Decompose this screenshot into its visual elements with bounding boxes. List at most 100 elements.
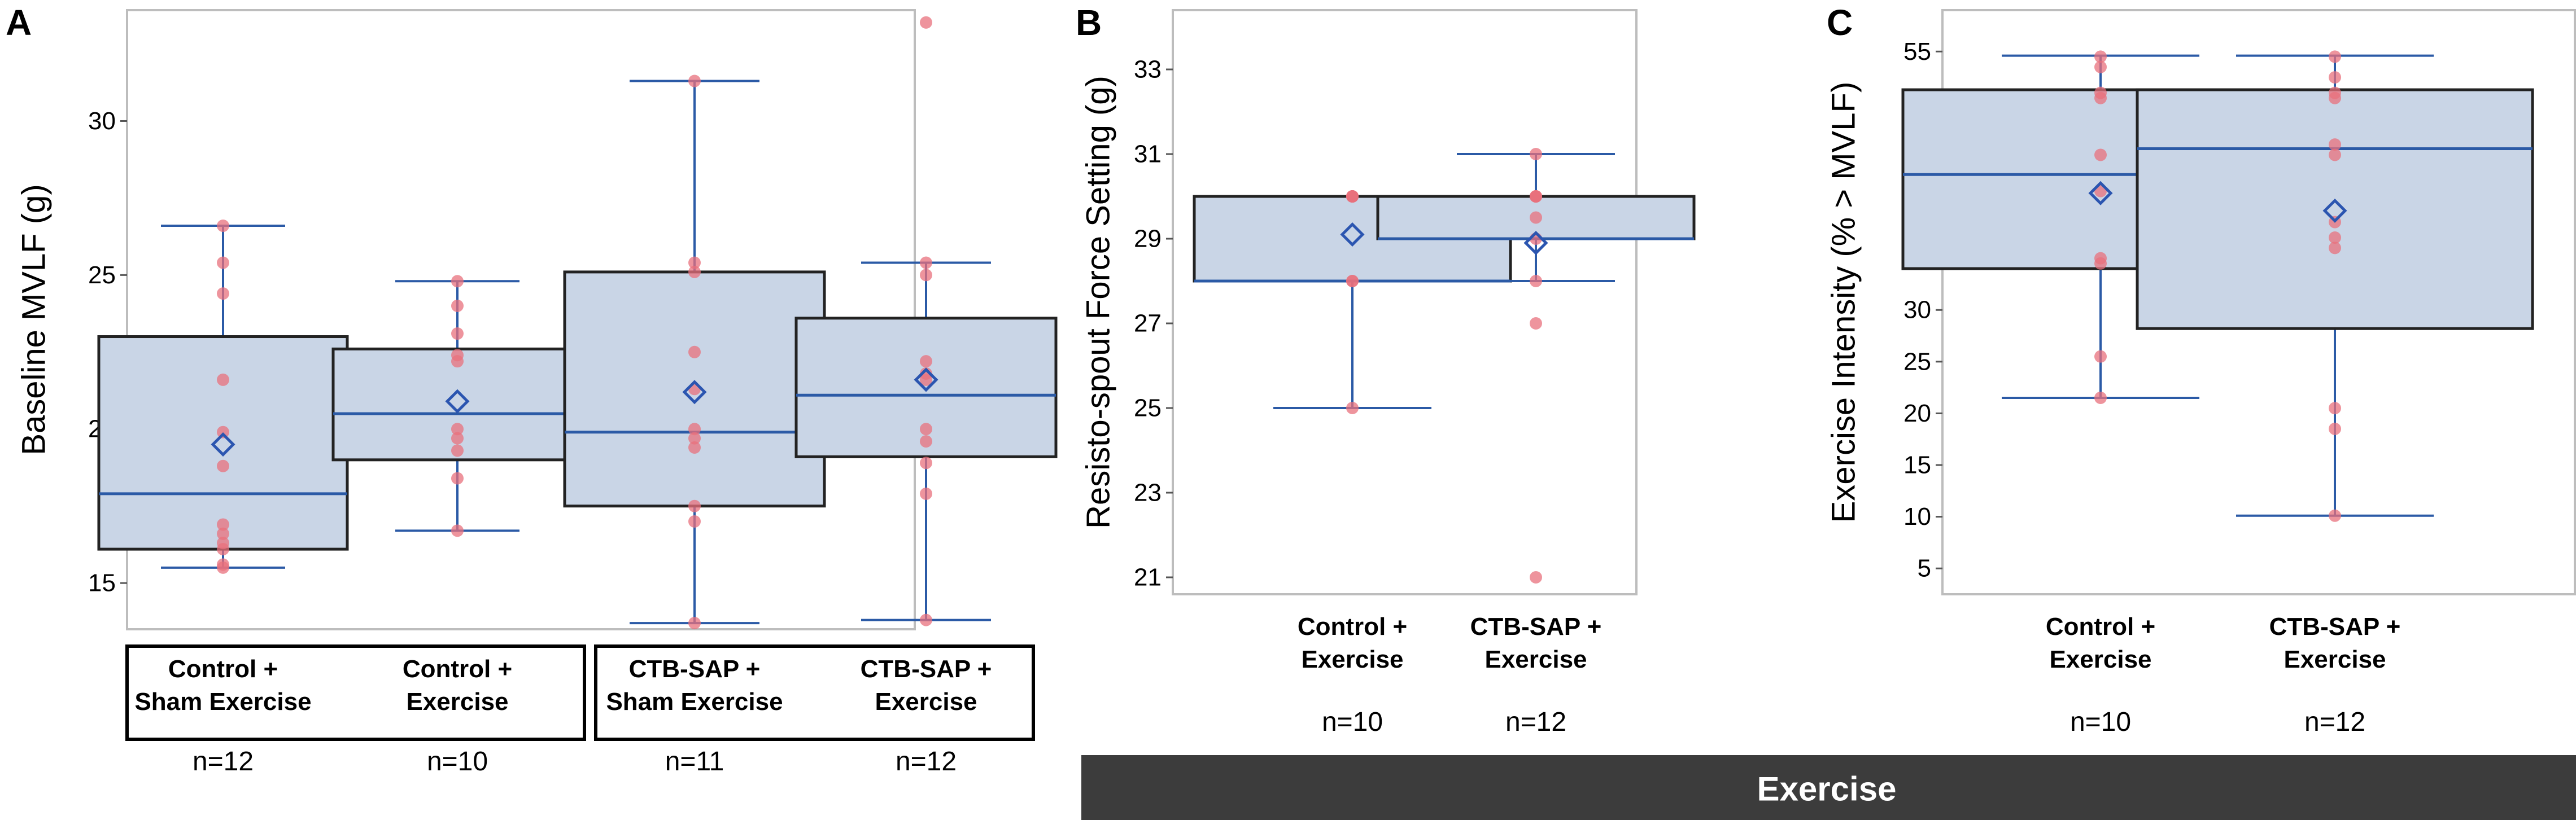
- y-tick-label: 31: [1134, 141, 1162, 168]
- data-point: [920, 423, 932, 436]
- y-tick-label: 15: [88, 569, 116, 597]
- data-point: [688, 423, 701, 436]
- mean-marker: [914, 367, 938, 392]
- data-point: [1346, 402, 1359, 414]
- y-axis-label: Exercise Intensity (% > MVLF): [1826, 82, 1862, 523]
- data-point: [2329, 148, 2341, 161]
- data-point: [451, 327, 464, 340]
- y-tick-label: 5: [1918, 555, 1931, 582]
- data-point: [920, 367, 932, 380]
- box-iqr: [2136, 88, 2534, 330]
- data-point: [1346, 190, 1359, 203]
- exercise-banner: [1081, 755, 2576, 820]
- data-point: [1530, 148, 1542, 160]
- box-group: [794, 16, 1058, 626]
- data-point: [2329, 402, 2341, 415]
- category-label-line1: Control +: [2046, 613, 2155, 641]
- data-point: [2094, 60, 2107, 73]
- data-point: [2329, 242, 2341, 255]
- data-point: [688, 74, 701, 87]
- data-point: [2329, 138, 2341, 151]
- data-point: [217, 518, 229, 531]
- box-group: [2136, 50, 2534, 522]
- data-point: [2094, 86, 2107, 99]
- category-label-line2: Exercise: [1301, 646, 1403, 673]
- mean-marker: [1340, 222, 1365, 247]
- y-axis-label: Resisto-spout Force Setting (g): [1080, 76, 1117, 529]
- data-point: [688, 345, 701, 358]
- data-point: [688, 499, 701, 512]
- box-group: [331, 275, 583, 537]
- data-point: [920, 457, 932, 470]
- sample-size-label: n=10: [1322, 707, 1383, 737]
- sample-size-label: n=12: [1505, 707, 1566, 737]
- data-point: [2094, 148, 2107, 161]
- category-label-line2: Exercise: [1485, 646, 1587, 673]
- data-point: [217, 527, 229, 540]
- data-point: [451, 299, 464, 312]
- y-tick-label: 27: [1134, 310, 1162, 337]
- data-point: [688, 515, 701, 528]
- data-point: [217, 558, 229, 571]
- box-group: [563, 74, 826, 630]
- data-point: [920, 16, 932, 29]
- y-tick-label: 55: [1903, 38, 1931, 65]
- data-point: [2094, 252, 2107, 265]
- data-point: [1346, 275, 1359, 287]
- y-tick-label: 25: [1134, 394, 1162, 422]
- data-point: [2329, 422, 2341, 435]
- box-iqr: [97, 335, 349, 551]
- box-group: [1376, 148, 1696, 584]
- data-point: [451, 423, 464, 436]
- mean-marker: [2322, 198, 2347, 223]
- sample-size-label: n=10: [427, 747, 488, 777]
- data-point: [2094, 50, 2107, 63]
- category-label-line2: Exercise: [2049, 646, 2151, 673]
- sample-size-label: n=10: [2070, 707, 2131, 737]
- plot-frame: [1941, 9, 2576, 595]
- data-point: [920, 256, 932, 269]
- y-tick-label: 21: [1134, 564, 1162, 591]
- data-point: [2329, 71, 2341, 84]
- data-point: [217, 287, 229, 300]
- data-point: [2094, 391, 2107, 404]
- category-label-line2: Exercise: [406, 688, 508, 716]
- data-point: [1530, 317, 1542, 330]
- category-label-line2: Sham Exercise: [606, 688, 783, 716]
- y-tick-label: 25: [1903, 348, 1931, 375]
- data-point: [1530, 190, 1542, 203]
- exercise-banner-label: Exercise: [1757, 770, 1897, 808]
- y-tick-label: 10: [1903, 503, 1931, 530]
- data-point: [1530, 571, 1542, 584]
- mean-marker: [682, 380, 707, 405]
- data-point: [2329, 50, 2341, 63]
- data-point: [920, 435, 932, 448]
- panel-b: B Resisto-spout Force Setting (g) 21 23 25 27…: [1076, 2, 1696, 737]
- category-label-line1: CTB-SAP +: [629, 655, 761, 683]
- y-tick-label: 20: [1903, 400, 1931, 427]
- sample-size-label: n=11: [665, 747, 724, 777]
- data-point: [451, 275, 464, 288]
- category-label-line2: Exercise: [2284, 646, 2386, 673]
- data-point: [217, 256, 229, 269]
- data-point: [451, 472, 464, 485]
- data-point: [451, 444, 464, 457]
- data-point: [217, 459, 229, 472]
- data-point: [920, 487, 932, 500]
- category-label-line1: CTB-SAP +: [2269, 613, 2401, 641]
- mean-marker: [2088, 181, 2113, 205]
- data-point: [688, 256, 701, 269]
- data-point: [217, 537, 229, 550]
- panel-letter: A: [6, 2, 32, 43]
- data-point: [920, 355, 932, 368]
- y-tick-label: 33: [1134, 56, 1162, 84]
- category-label-line1: Control +: [1298, 613, 1407, 641]
- data-point: [688, 441, 701, 454]
- data-point: [1530, 211, 1542, 224]
- data-point: [451, 524, 464, 537]
- data-point: [2329, 86, 2341, 99]
- panel-c: C Exercise Intensity (% > MVLF) 5 10 15 20 25 3…: [1826, 2, 2576, 737]
- y-tick-label: 30: [88, 107, 116, 135]
